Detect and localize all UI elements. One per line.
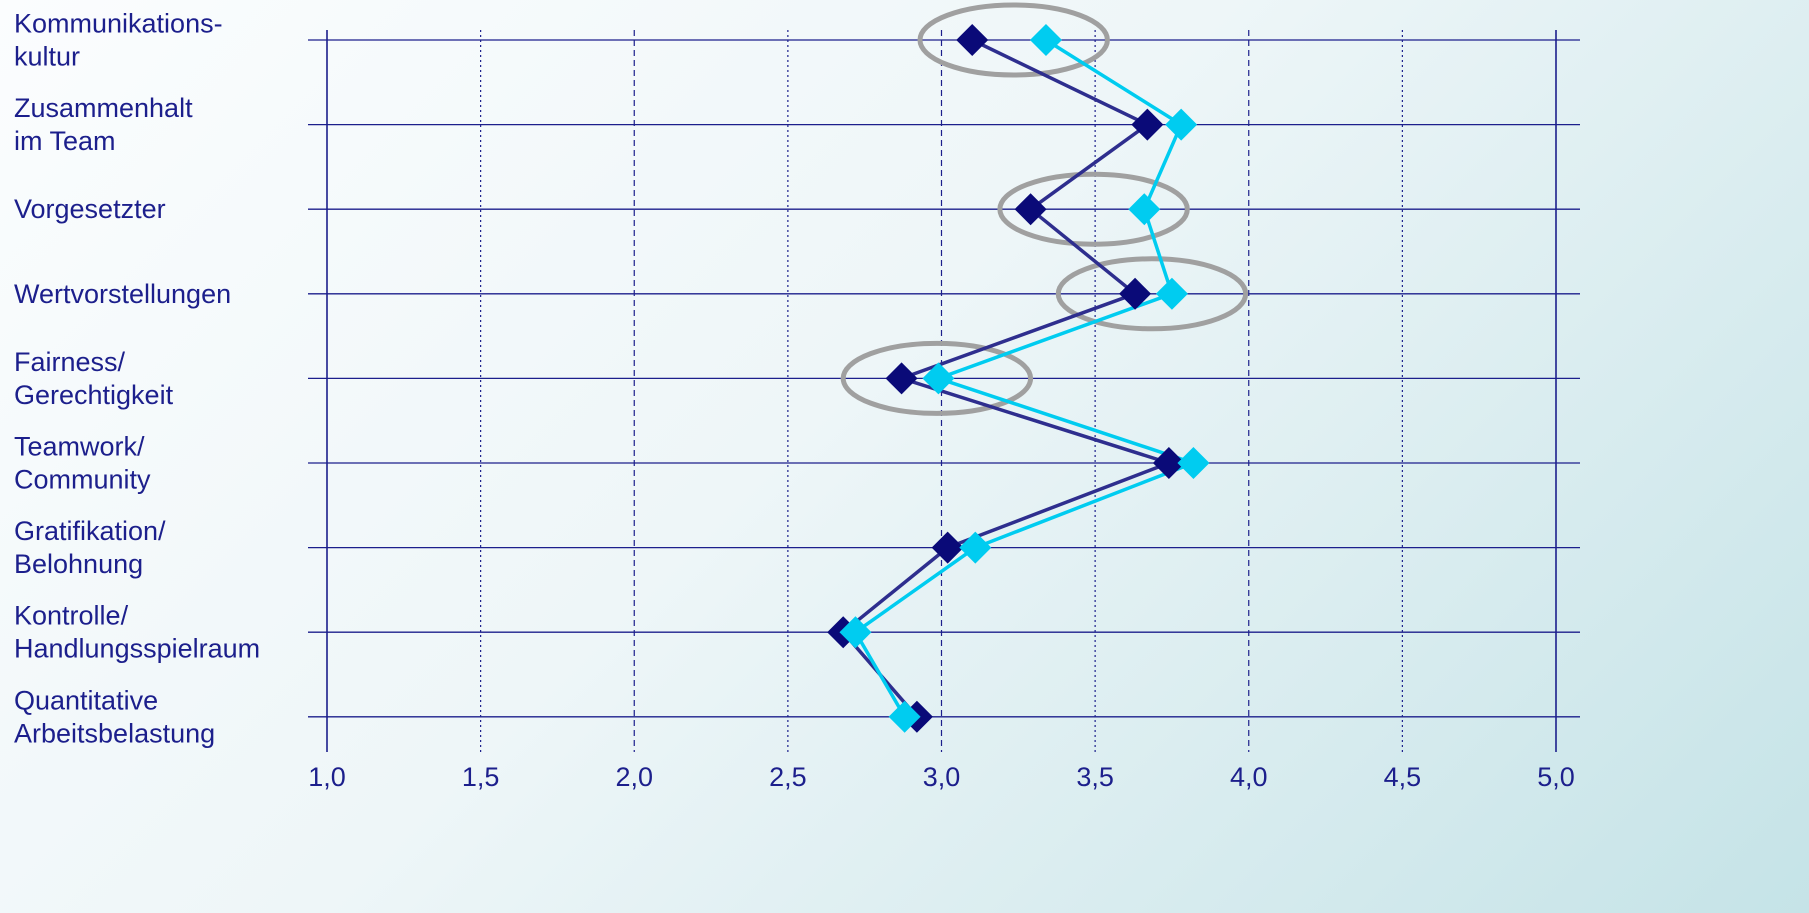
x-tick-label: 4,5 [1384,762,1422,792]
series-marker [1014,193,1047,226]
category-label-line: Belohnung [14,549,143,579]
category-label: Quantitative Arbeitsbelastung [14,685,215,748]
category-label-line: Handlungsspielraum [14,634,260,664]
series-marker [885,362,918,395]
highlight-ellipse [840,340,1034,416]
category-label: Gratifikation/Belohnung [14,516,166,579]
series-marker [1155,277,1188,310]
series-marker [1029,24,1062,56]
category-label-line: Vorgesetzter [14,194,166,224]
category-label: Teamwork/Community [14,432,151,495]
category-label-line: Kommunikations- [14,9,223,39]
category-label: Kontrolle/Handlungsspielraum [14,601,260,664]
category-label-line: Gratifikation/ [14,516,166,546]
x-tick-label: 1,0 [308,762,346,792]
x-tick-label: 2,0 [615,762,653,792]
highlight-ellipses [840,2,1249,416]
category-label-line: Arbeitsbelastung [14,718,215,748]
highlight-ellipse [1055,256,1249,332]
series-marker [959,531,992,564]
x-tick-labels: 1,0 1,5 2,0 2,5 3,0 3,5 4,0 4,5 5,0 [308,762,1575,792]
series-marker [1128,193,1161,226]
x-tick-label: 3,0 [923,762,961,792]
series-marker [1131,108,1164,141]
highlight-ellipse [917,2,1110,78]
category-label-line: im Team [14,126,116,156]
category-label: Kommunikations-kultur [14,9,223,72]
series-marker [839,616,872,649]
x-tick-label: 5,0 [1537,762,1575,792]
category-label: Vorgesetzter [14,194,166,224]
series-group [827,24,1210,733]
series-marker [931,531,964,564]
highlight-ellipse [997,171,1190,247]
category-label-line: Quantitative [14,685,158,715]
series-marker [1177,447,1210,479]
category-label-line: Teamwork/ [14,432,145,462]
category-label-line: Kontrolle/ [14,601,129,631]
x-tick-label: 1,5 [462,762,500,792]
series-marker [1152,447,1185,479]
category-label-line: Gerechtigkeit [14,380,174,410]
series-marker [922,362,955,395]
category-label-line: Wertvorstellungen [14,279,231,309]
category-label-line: Community [14,465,151,495]
series-marker [1119,277,1152,310]
category-labels: Kommunikations-kultur Zusammenhalt im Team… [14,9,260,749]
x-tick-label: 3,5 [1076,762,1114,792]
category-label-line: Fairness/ [14,347,126,377]
category-label: Zusammenhalt im Team [14,93,193,156]
x-tick-label: 4,0 [1230,762,1268,792]
series-marker [1165,108,1198,141]
category-label-line: Zusammenhalt [14,93,193,123]
series-marker [956,24,989,56]
x-tick-label: 2,5 [769,762,807,792]
category-label: Wertvorstellungen [14,279,231,309]
category-label-line: kultur [14,42,80,72]
category-label: Fairness/Gerechtigkeit [14,347,174,410]
series-marker [888,700,921,733]
